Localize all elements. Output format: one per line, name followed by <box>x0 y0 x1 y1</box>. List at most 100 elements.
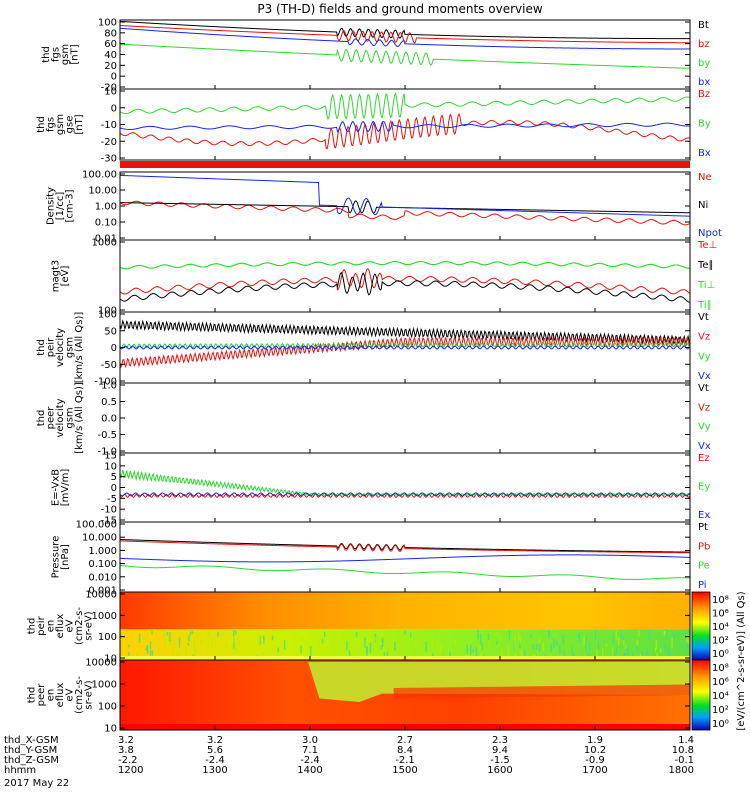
spectrogram-red-band <box>393 684 690 699</box>
spectrogram-speck <box>641 651 644 660</box>
series-line-Bx <box>120 120 690 133</box>
y-axis-label-line: E=-VxB <box>50 469 61 506</box>
legend-entry: By <box>698 119 711 130</box>
y-axis-label-line: gsm <box>65 407 76 428</box>
legend-fgs-gse: Bz By Bx <box>698 89 711 159</box>
spectrogram-speck <box>271 635 274 641</box>
spectrogram-speck <box>507 645 509 656</box>
ephemeris-value: -2.4 <box>205 755 225 766</box>
y-tick-label: 0.0 <box>101 414 117 425</box>
series-line-Ey <box>120 469 690 497</box>
spectrogram-speck <box>583 635 585 647</box>
y-tick-label: -20 <box>101 137 117 148</box>
y-tick-label: 0 <box>111 483 117 494</box>
legend-entry: Pt <box>698 522 708 533</box>
legend-entry: by <box>698 58 710 69</box>
series-line-Npot <box>120 174 690 217</box>
panel-frame <box>119 239 691 313</box>
spectrogram-speck <box>300 645 302 654</box>
spectrogram-speck <box>654 648 657 653</box>
ephemeris-value: -2.1 <box>395 755 415 766</box>
legend-density: Ne Ni Npot <box>698 172 722 239</box>
y-axis-label-line: peir <box>46 337 57 357</box>
y-tick-label: 10 <box>104 461 117 472</box>
ephemeris-row-label: thd_X-GSM <box>4 735 59 746</box>
y-tick-label: 10 <box>104 654 117 665</box>
figure-title: P3 (TH-D) fields and ground moments over… <box>257 2 542 16</box>
y-tick-label: 50 <box>104 326 117 337</box>
spectrogram-speck <box>138 634 141 644</box>
spectrogram-speck <box>615 630 618 640</box>
spectrogram-speck <box>208 630 210 638</box>
spectrogram-speck <box>594 630 597 641</box>
spectrogram-speck <box>197 632 199 639</box>
y-axis-label: Pressure[nPa] <box>50 536 71 579</box>
ephemeris-value: -0.9 <box>585 755 605 766</box>
spectrogram-speck <box>664 644 666 652</box>
spectrogram-speck <box>514 646 516 649</box>
spectrogram-speck <box>686 640 689 650</box>
ephemeris-value: 1700 <box>582 765 607 776</box>
legend-entry: Vy <box>698 422 711 433</box>
colorbar-gradient <box>691 659 711 731</box>
spectrogram-speck <box>235 647 237 653</box>
legend-entry: Vz <box>698 402 710 413</box>
y-tick-label: -1.0 <box>97 447 117 458</box>
y-tick-label: -30 <box>101 154 117 165</box>
y-tick-label: 0.01 <box>95 234 117 245</box>
legend-entry: bz <box>698 39 710 50</box>
y-axis-label-line: [eV] <box>60 266 71 287</box>
series-line-Ex <box>120 492 690 497</box>
y-tick-label: 0.5 <box>101 397 117 408</box>
series-group <box>120 319 690 369</box>
y-tick-label: 40 <box>104 50 117 61</box>
y-tick-label: -10 <box>101 120 117 131</box>
spectrogram-speck <box>128 644 130 648</box>
spectrogram-speck <box>563 650 565 657</box>
spectrogram-speck <box>553 644 555 648</box>
legend-entry: Vz <box>698 332 710 343</box>
spectrogram-speck <box>263 635 265 644</box>
ephemeris-value: 1200 <box>118 765 143 776</box>
y-axis-label-line: [nT] <box>74 114 85 134</box>
y-tick-label: 1.00 <box>95 202 117 213</box>
spectrogram-speck <box>172 646 174 653</box>
y-axis-label: Density[1/cc][cm-3] <box>46 187 76 225</box>
ephemeris-value: 3.2 <box>207 735 223 746</box>
spectrogram-speck <box>238 635 240 646</box>
spectrogram-speck <box>618 636 620 646</box>
spectrogram-speck <box>686 635 688 644</box>
spectrogram-speck <box>225 643 228 648</box>
spectrogram-speck <box>487 633 490 641</box>
ephemeris-value: 3.2 <box>118 735 134 746</box>
spectrogram-speck <box>548 632 550 639</box>
y-axis-label-line: [nT] <box>69 44 80 64</box>
spectrogram-speck <box>431 640 434 649</box>
spectrogram-speck <box>259 636 261 645</box>
spectrogram-speck <box>499 635 502 641</box>
spectrogram-speck <box>673 633 675 641</box>
spectrogram-speck <box>166 632 169 636</box>
spectrogram-speck <box>235 630 237 635</box>
spectrogram-speck <box>399 639 401 645</box>
spectrogram-speck <box>496 641 498 645</box>
y-tick-label: 10.00 <box>88 186 117 197</box>
spectrogram-speck <box>585 642 587 652</box>
spectrogram-speck <box>330 638 333 645</box>
legend-entry: Bt <box>698 20 709 31</box>
legend-temperature: Te⊥ Te∥ Ti⊥ Ti∥ <box>697 240 717 311</box>
spectrogram-speck <box>687 635 690 644</box>
panel-density: 100.00 10.00 1.00 0.10 0.01 Density[1/cc][cm-… <box>46 170 722 245</box>
y-tick-label: 100 <box>98 310 117 321</box>
legend-fgs-gsm: Bt bz by bx <box>698 20 710 88</box>
spectrogram-speck <box>475 647 477 651</box>
spectrogram-speck <box>187 642 189 646</box>
y-tick-label: 0 <box>111 103 117 114</box>
spectrogram-speck <box>346 640 348 651</box>
y-tick-label: -20 <box>101 83 117 94</box>
spectrogram-speck <box>597 638 600 650</box>
